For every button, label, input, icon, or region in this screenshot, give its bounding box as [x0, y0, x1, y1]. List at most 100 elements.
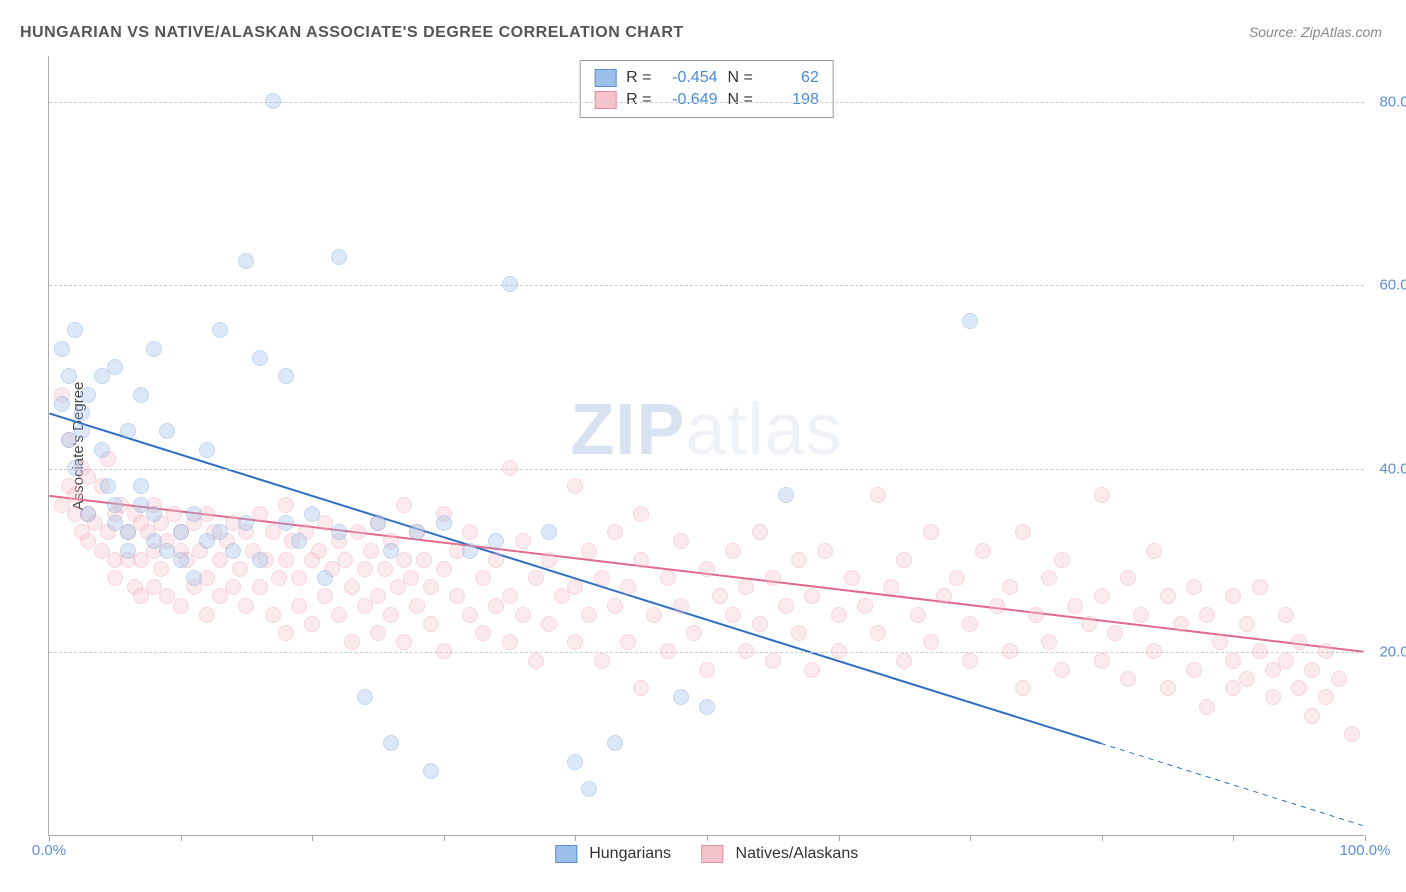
point-natives [581, 543, 597, 559]
point-natives [936, 588, 952, 604]
swatch-hungarians [594, 69, 616, 87]
point-natives [1304, 662, 1320, 678]
trend-lines [49, 56, 1364, 835]
point-natives [1318, 689, 1334, 705]
x-tick [839, 835, 840, 841]
point-hungarians [436, 515, 452, 531]
point-natives [1028, 607, 1044, 623]
point-natives [350, 524, 366, 540]
point-natives [1094, 487, 1110, 503]
point-natives [541, 552, 557, 568]
point-natives [1094, 588, 1110, 604]
point-hungarians [146, 341, 162, 357]
point-natives [173, 598, 189, 614]
scatter-plot: ZIPatlas R = -0.454 N = 62 R = -0.649 N … [48, 56, 1364, 836]
point-natives [370, 588, 386, 604]
x-tick [575, 835, 576, 841]
point-hungarians [962, 313, 978, 329]
gridline [49, 652, 1364, 653]
point-natives [1160, 680, 1176, 696]
point-hungarians [107, 359, 123, 375]
point-natives [344, 579, 360, 595]
point-hungarians [107, 497, 123, 513]
point-natives [725, 543, 741, 559]
x-tick [1102, 835, 1103, 841]
point-hungarians [409, 524, 425, 540]
point-natives [923, 524, 939, 540]
x-tick [49, 835, 50, 841]
point-natives [153, 561, 169, 577]
point-natives [1344, 726, 1360, 742]
point-natives [646, 607, 662, 623]
point-natives [449, 588, 465, 604]
point-hungarians [607, 735, 623, 751]
point-natives [502, 634, 518, 650]
point-natives [317, 588, 333, 604]
swatch-icon [555, 845, 577, 863]
point-natives [870, 625, 886, 641]
point-hungarians [80, 506, 96, 522]
point-natives [633, 506, 649, 522]
point-natives [304, 616, 320, 632]
point-natives [883, 579, 899, 595]
point-natives [436, 643, 452, 659]
point-hungarians [173, 552, 189, 568]
point-natives [896, 552, 912, 568]
source-label: Source: ZipAtlas.com [1249, 24, 1382, 40]
point-hungarians [252, 552, 268, 568]
point-natives [1304, 708, 1320, 724]
point-natives [1081, 616, 1097, 632]
point-natives [1015, 524, 1031, 540]
x-tick [444, 835, 445, 841]
point-hungarians [159, 423, 175, 439]
point-natives [107, 570, 123, 586]
point-natives [357, 561, 373, 577]
point-natives [1120, 570, 1136, 586]
point-hungarians [94, 442, 110, 458]
x-tick [181, 835, 182, 841]
point-natives [1318, 643, 1334, 659]
point-natives [1173, 616, 1189, 632]
point-natives [673, 533, 689, 549]
point-hungarians [581, 781, 597, 797]
point-natives [265, 607, 281, 623]
point-hungarians [383, 735, 399, 751]
point-natives [1002, 579, 1018, 595]
point-natives [1067, 598, 1083, 614]
point-natives [1186, 579, 1202, 595]
y-tick-label: 60.0% [1379, 277, 1406, 294]
point-natives [1002, 643, 1018, 659]
point-hungarians [100, 478, 116, 494]
point-hungarians [357, 689, 373, 705]
point-hungarians [133, 387, 149, 403]
point-natives [416, 552, 432, 568]
point-natives [199, 607, 215, 623]
point-hungarians [383, 543, 399, 559]
point-natives [975, 543, 991, 559]
x-tick [1365, 835, 1366, 841]
point-natives [291, 570, 307, 586]
point-natives [633, 680, 649, 696]
point-natives [870, 487, 886, 503]
point-natives [804, 588, 820, 604]
x-tick-label: 100.0% [1340, 842, 1391, 859]
legend-row-natives: R = -0.649 N = 198 [594, 89, 819, 111]
legend-item-natives: Natives/Alaskans [701, 845, 858, 863]
point-natives [396, 497, 412, 513]
point-natives [752, 616, 768, 632]
point-natives [502, 460, 518, 476]
point-hungarians [74, 423, 90, 439]
point-natives [738, 643, 754, 659]
point-natives [567, 579, 583, 595]
point-natives [910, 607, 926, 623]
point-natives [660, 643, 676, 659]
point-natives [989, 598, 1005, 614]
point-hungarians [331, 524, 347, 540]
point-natives [488, 552, 504, 568]
point-natives [423, 616, 439, 632]
point-natives [475, 625, 491, 641]
gridline [49, 469, 1364, 470]
point-natives [515, 607, 531, 623]
point-natives [331, 607, 347, 623]
point-natives [817, 543, 833, 559]
